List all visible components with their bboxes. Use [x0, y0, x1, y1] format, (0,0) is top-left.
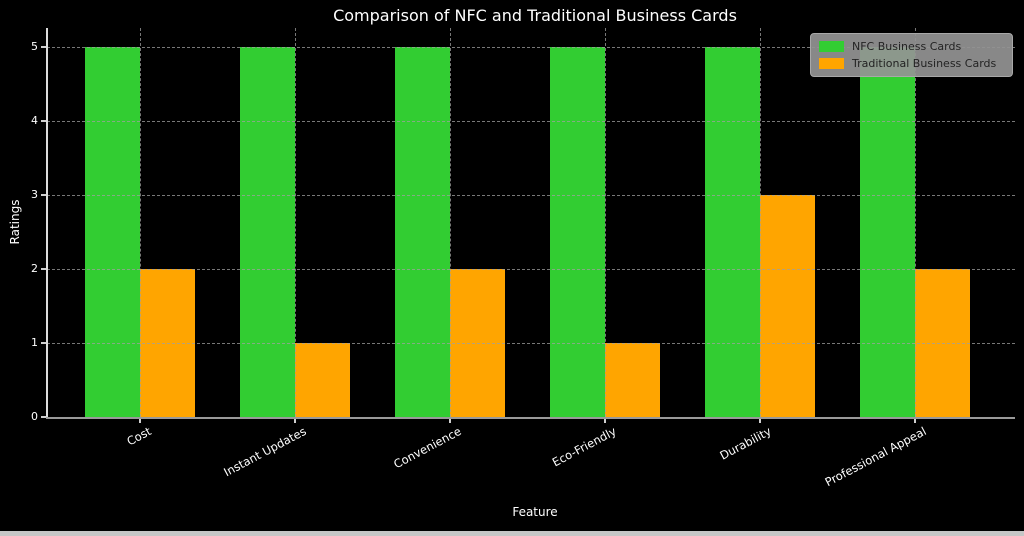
- bar-nfc-eco-friendly: [550, 47, 605, 417]
- y-tick-mark: [41, 416, 46, 418]
- bar-nfc-cost: [85, 47, 140, 417]
- legend-swatch-icon: [819, 58, 844, 69]
- plot-area: [47, 28, 1015, 417]
- legend-row: Traditional Business Cards: [819, 57, 1004, 70]
- y-tick-label: 3: [31, 188, 38, 201]
- x-tick-label-eco-friendly: Eco-Friendly: [549, 424, 619, 470]
- x-tick-label-cost: Cost: [124, 424, 154, 449]
- x-tick-mark: [294, 419, 296, 423]
- y-tick-mark: [41, 46, 46, 48]
- x-tick-label-instant-updates: Instant Updates: [221, 424, 309, 480]
- x-tick-mark: [914, 419, 916, 423]
- x-tick-mark: [759, 419, 761, 423]
- x-tick-mark: [449, 419, 451, 423]
- bar-traditional-durability: [760, 195, 815, 417]
- bottom-edge-strip: [0, 531, 1024, 536]
- bar-nfc-convenience: [395, 47, 450, 417]
- y-tick-label: 1: [31, 336, 38, 349]
- legend-swatch-icon: [819, 41, 844, 52]
- bar-traditional-professional-appeal: [915, 269, 970, 417]
- bar-nfc-durability: [705, 47, 760, 417]
- y-tick-label: 2: [31, 262, 38, 275]
- bar-nfc-professional-appeal: [860, 47, 915, 417]
- bar-traditional-convenience: [450, 269, 505, 417]
- legend: NFC Business Cards Traditional Business C…: [810, 33, 1013, 77]
- bar-traditional-instant-updates: [295, 343, 350, 417]
- y-tick-mark: [41, 268, 46, 270]
- legend-label: Traditional Business Cards: [852, 57, 997, 70]
- x-tick-mark: [604, 419, 606, 423]
- y-tick-label: 0: [31, 410, 38, 423]
- bar-traditional-eco-friendly: [605, 343, 660, 417]
- bar-traditional-cost: [140, 269, 195, 417]
- y-tick-label: 5: [31, 40, 38, 53]
- chart-title: Comparison of NFC and Traditional Busine…: [333, 6, 737, 25]
- y-tick-mark: [41, 194, 46, 196]
- legend-row: NFC Business Cards: [819, 40, 1004, 53]
- x-tick-mark: [139, 419, 141, 423]
- x-axis-title: Feature: [512, 505, 558, 519]
- legend-label: NFC Business Cards: [852, 40, 962, 53]
- y-tick-mark: [41, 342, 46, 344]
- x-axis-spine: [46, 417, 1015, 419]
- bar-nfc-instant-updates: [240, 47, 295, 417]
- y-axis-title: Ratings: [8, 199, 22, 245]
- bars-layer: [47, 28, 1015, 417]
- y-tick-label: 4: [31, 114, 38, 127]
- y-tick-mark: [41, 120, 46, 122]
- y-axis-spine: [46, 28, 48, 419]
